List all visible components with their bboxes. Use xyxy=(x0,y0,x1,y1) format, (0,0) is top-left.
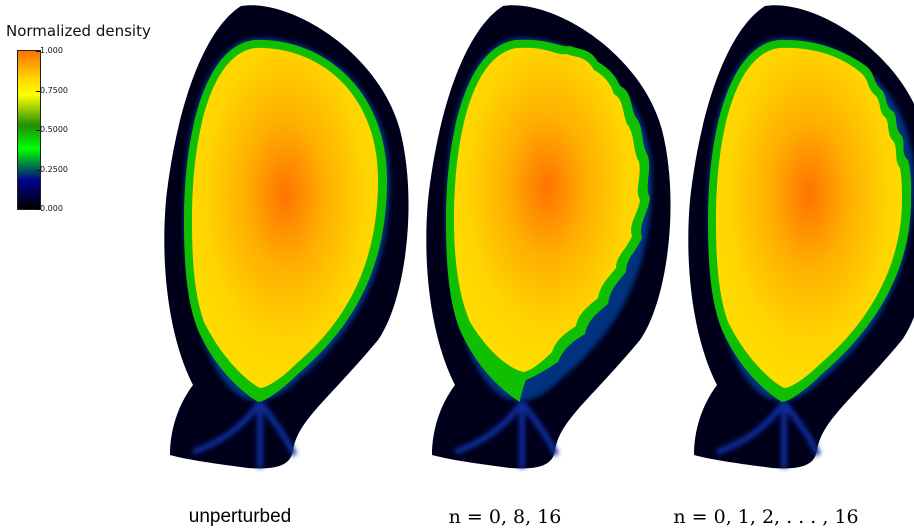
colorbar-title: Normalized density xyxy=(6,22,151,40)
panel-3-divertor xyxy=(716,400,821,468)
colorbar-tick-4: 0.2500 xyxy=(36,165,68,174)
colorbar-tick-3: 0.5000 xyxy=(36,125,68,134)
density-panels xyxy=(164,5,914,469)
caption-unperturbed: unperturbed xyxy=(188,506,292,527)
panel-1-divertor xyxy=(192,400,297,468)
colorbar-tick-2: 0.7500 xyxy=(36,86,68,95)
panel-2-core xyxy=(454,47,640,373)
panel-3-core xyxy=(716,47,902,388)
panel-n-0-8-16 xyxy=(426,5,671,469)
colorbar-tick-5: 0.000 xyxy=(36,204,63,213)
panel-unperturbed xyxy=(164,5,409,469)
colorbar-tick-1: 1.000 xyxy=(36,46,63,55)
caption-n-0-8-16: n = 0, 8, 16 xyxy=(448,506,562,528)
panel-n-0-1-16 xyxy=(688,5,914,469)
panel-2-divertor xyxy=(454,400,559,468)
panel-1-core xyxy=(192,47,378,388)
caption-n-0-1-2-16: n = 0, 1, 2, . . . , 16 xyxy=(673,506,859,528)
